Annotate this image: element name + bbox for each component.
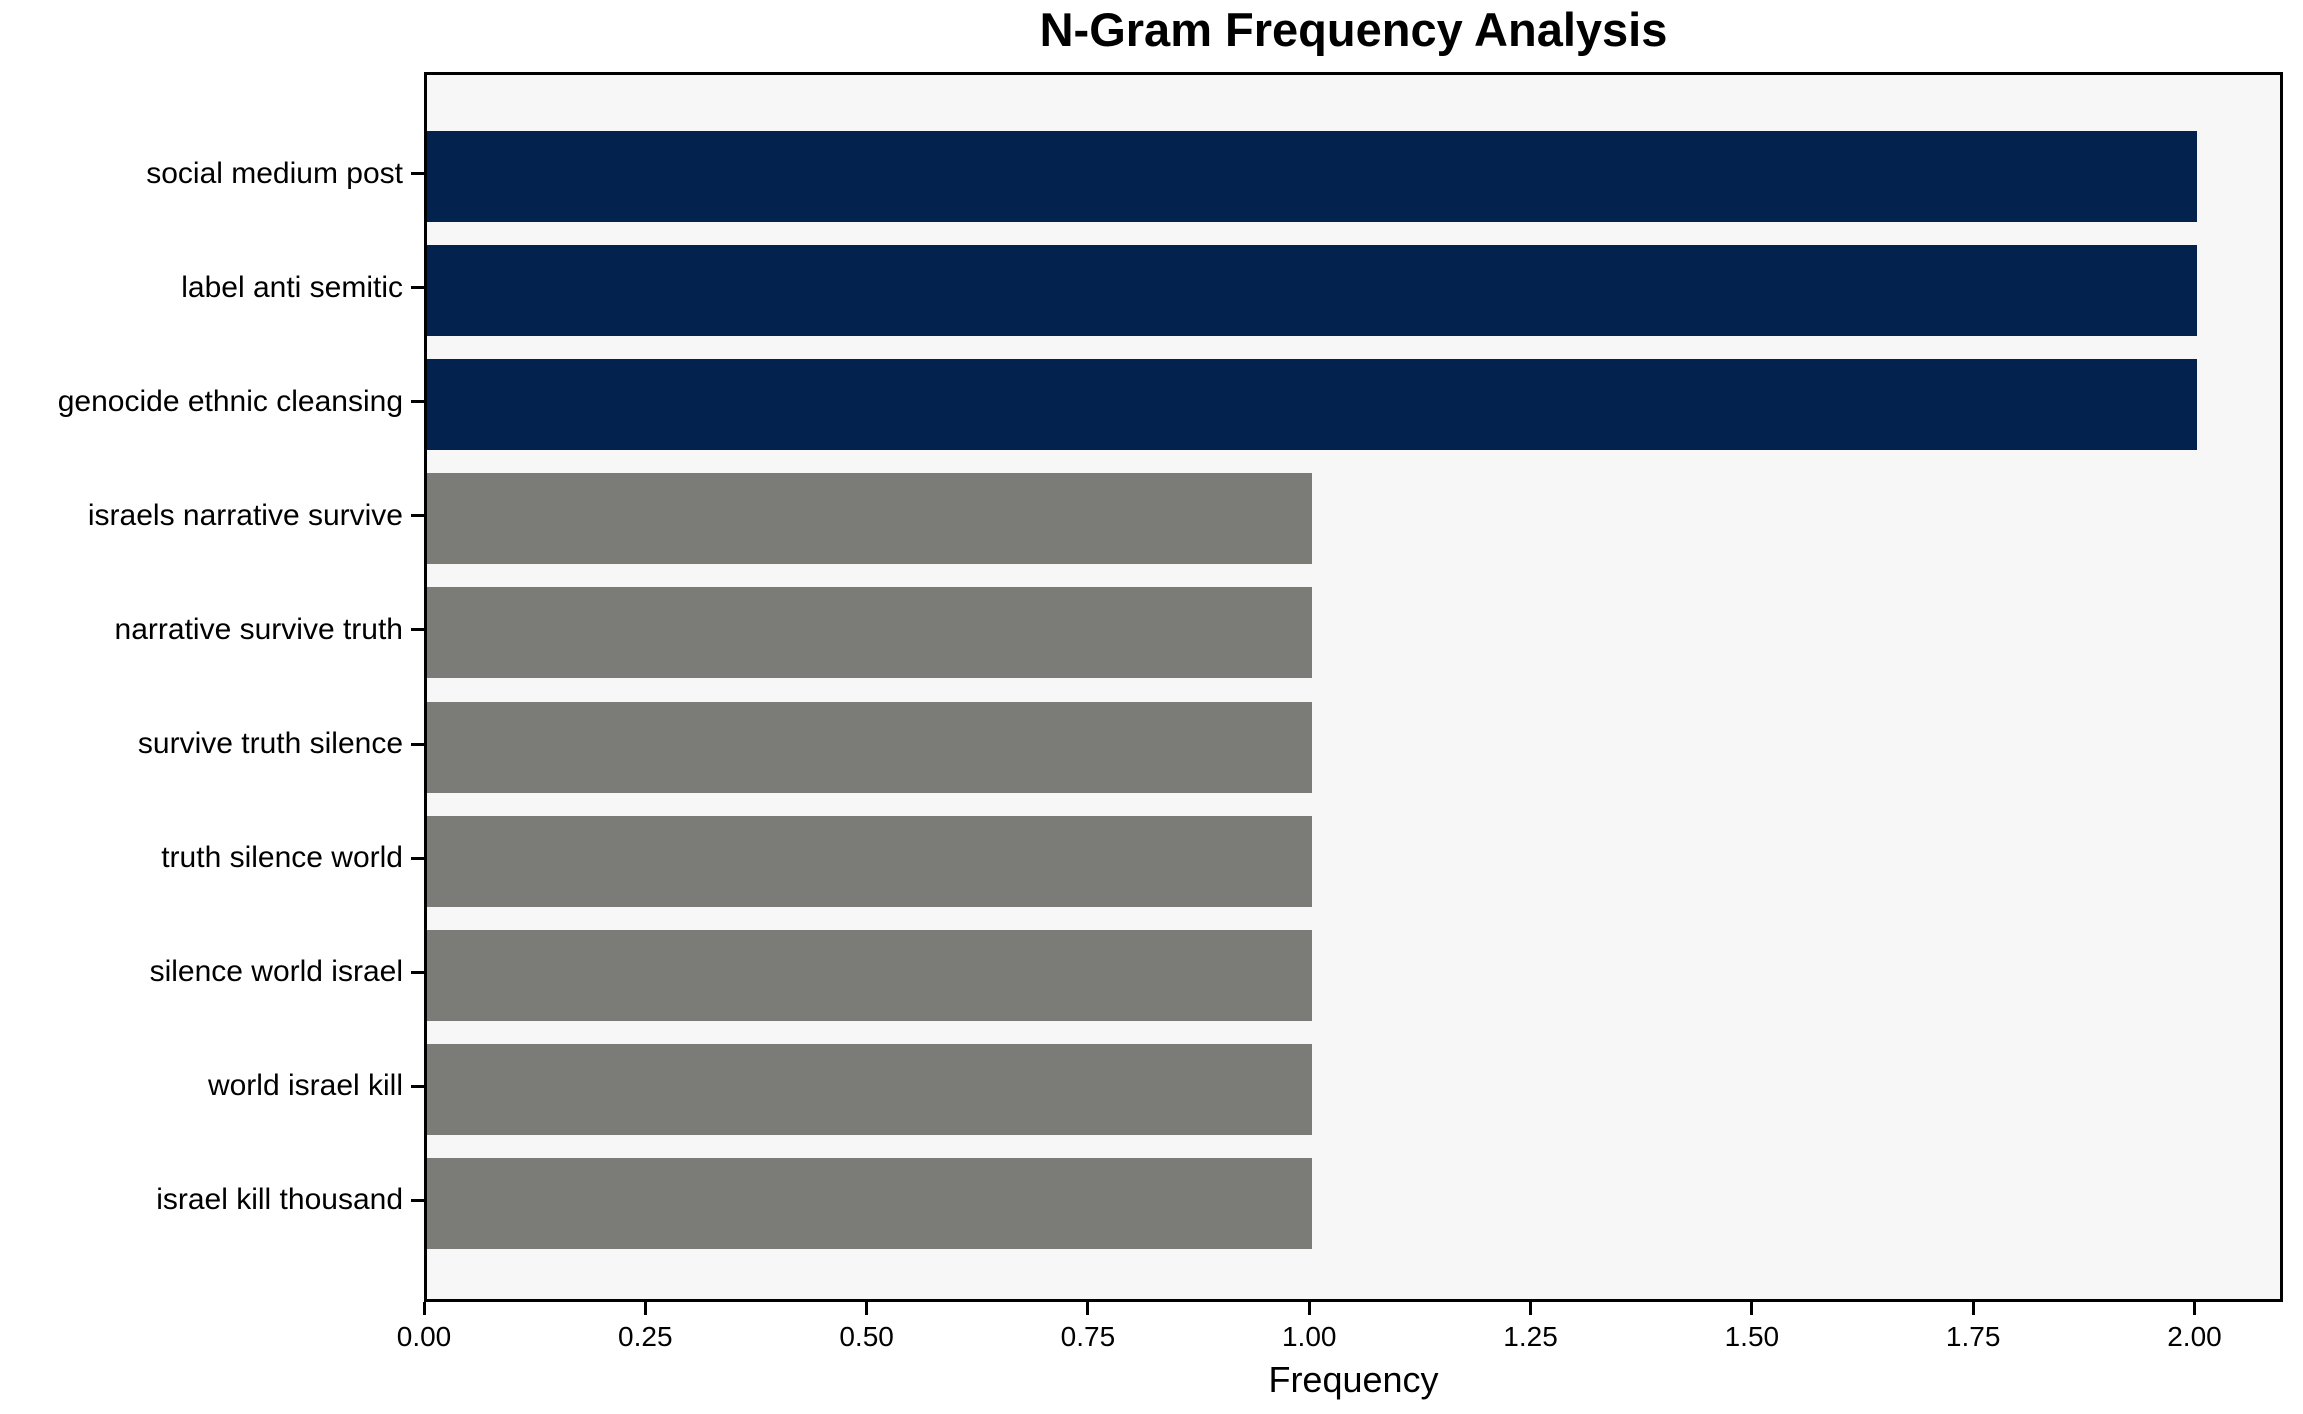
y-tick-label: israel kill thousand [156,1183,403,1217]
y-tick-label: label anti semitic [181,270,403,304]
plot-area [424,72,2283,1302]
y-tick-mark [411,970,424,974]
x-tick-mark [643,1302,647,1315]
y-tick-mark [411,1084,424,1088]
x-tick-label: 0.00 [396,1321,452,1352]
y-tick-label: survive truth silence [137,727,403,760]
x-tick-label: 2.00 [2167,1321,2222,1352]
y-tick-label: world israel kill [207,1069,403,1103]
bar-label-anti-semitic [427,245,2198,337]
x-tick-mark [1529,1302,1533,1315]
bar-silence-world-israel [427,929,1313,1021]
bar-genocide-ethnic-cleansing [427,359,2198,451]
bar-survive-truth-silence [427,701,1313,793]
y-tick-label: truth silence world [161,841,403,875]
y-tick-label: narrative survive truth [114,612,403,646]
x-tick-label: 1.75 [1945,1321,2001,1352]
x-axis-title: Frequency [1268,1359,1439,1400]
y-tick-mark [411,856,424,860]
y-tick-mark [411,742,424,746]
x-tick-mark [1971,1302,1975,1315]
x-tick-mark [1750,1302,1754,1315]
y-tick-mark [411,172,424,175]
x-tick-mark [2192,1302,2196,1315]
x-tick-label: 0.75 [1060,1321,1116,1352]
bar-world-israel-kill [427,1043,1313,1135]
bar-israel-kill-thousand [427,1157,1313,1249]
y-tick-mark [411,400,424,404]
x-tick-label: 0.50 [839,1321,894,1352]
x-tick-label: 0.25 [618,1321,673,1352]
y-tick-mark [411,286,424,290]
y-tick-mark [411,1198,424,1202]
bar-social-medium-post [427,131,2198,222]
y-tick-label: social medium post [146,156,403,190]
x-tick-mark [1086,1302,1090,1315]
x-tick-label: 1.50 [1724,1321,1780,1352]
x-tick-mark [865,1302,869,1315]
y-tick-label: israels narrative survive [87,498,403,532]
x-tick-label: 1.25 [1503,1321,1558,1352]
x-tick-mark [1307,1302,1311,1315]
y-tick-label: silence world israel [149,955,403,989]
bar-israels-narrative-survive [427,473,1313,565]
bar-truth-silence-world [427,815,1313,907]
y-tick-label: genocide ethnic cleansing [57,384,403,418]
chart-title: N-Gram Frequency Analysis [1039,3,1668,56]
x-tick-label: 1.00 [1281,1321,1337,1352]
bar-narrative-survive-truth [427,587,1313,679]
y-tick-mark [411,628,424,632]
x-tick-mark [422,1302,426,1315]
y-tick-mark [411,514,424,518]
